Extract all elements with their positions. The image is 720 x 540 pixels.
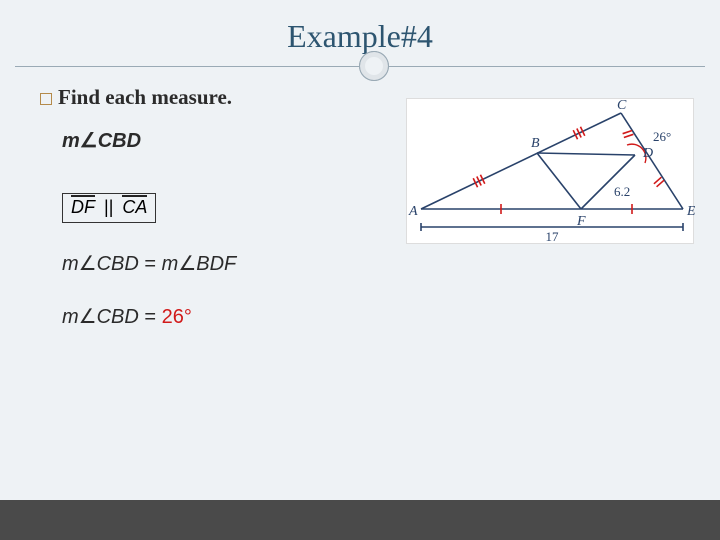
svg-text:A: A	[408, 204, 418, 219]
eq2-m: m	[62, 306, 79, 328]
segment-df: DF	[71, 197, 95, 218]
segment-ca: CA	[122, 197, 147, 218]
parallel-symbol: ||	[100, 197, 117, 217]
svg-text:17: 17	[546, 229, 560, 244]
bullet-icon	[40, 93, 52, 105]
title-circle-ornament	[360, 52, 388, 80]
angle-name: CBD	[98, 130, 141, 152]
eq2-equals: =	[139, 306, 162, 328]
eq2-value: 26°	[162, 306, 192, 328]
geometry-diagram: A B C D E F 26° 6.2 17	[406, 98, 694, 244]
svg-text:C: C	[617, 99, 627, 113]
parallel-statement: DF || CA	[62, 193, 156, 223]
equation-2: m∠CBD = 26°	[62, 304, 680, 329]
equation-1: m∠CBD = m∠BDF	[62, 251, 680, 276]
eq1-equals: =	[139, 253, 162, 275]
eq1-rhs: BDF	[196, 253, 236, 275]
eq1-m1: m	[62, 253, 79, 275]
prompt-text: Find each measure.	[58, 85, 232, 109]
svg-text:F: F	[576, 214, 586, 229]
svg-text:E: E	[686, 204, 695, 219]
svg-text:6.2: 6.2	[614, 184, 630, 199]
eq1-lhs: CBD	[97, 253, 139, 275]
title-region: Example#4	[0, 0, 720, 55]
svg-text:D: D	[642, 146, 653, 161]
eq2-ang: ∠	[79, 306, 97, 328]
angle-symbol: ∠	[80, 130, 98, 152]
svg-text:26°: 26°	[653, 129, 671, 144]
m-prefix: m	[62, 130, 80, 152]
eq2-lhs: CBD	[97, 306, 139, 328]
slide: Example#4 Find each measure. m∠CBD DF ||…	[0, 0, 720, 500]
slide-title: Example#4	[287, 18, 433, 55]
eq1-m2: m	[162, 253, 179, 275]
eq1-ang2: ∠	[178, 253, 196, 275]
svg-text:B: B	[531, 136, 540, 151]
diagram-svg: A B C D E F 26° 6.2 17	[407, 99, 695, 245]
eq1-ang1: ∠	[79, 253, 97, 275]
